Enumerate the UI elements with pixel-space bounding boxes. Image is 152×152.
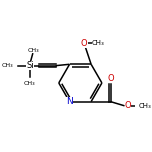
Text: Si: Si xyxy=(26,61,34,70)
Text: O: O xyxy=(125,101,131,110)
Text: CH₃: CH₃ xyxy=(92,40,104,46)
Text: CH₃: CH₃ xyxy=(24,81,36,86)
Text: CH₃: CH₃ xyxy=(28,48,39,53)
Text: CH₃: CH₃ xyxy=(2,63,13,68)
Text: N: N xyxy=(66,97,73,106)
Text: O: O xyxy=(107,74,114,83)
Text: CH₃: CH₃ xyxy=(138,103,151,109)
Text: O: O xyxy=(81,39,87,48)
